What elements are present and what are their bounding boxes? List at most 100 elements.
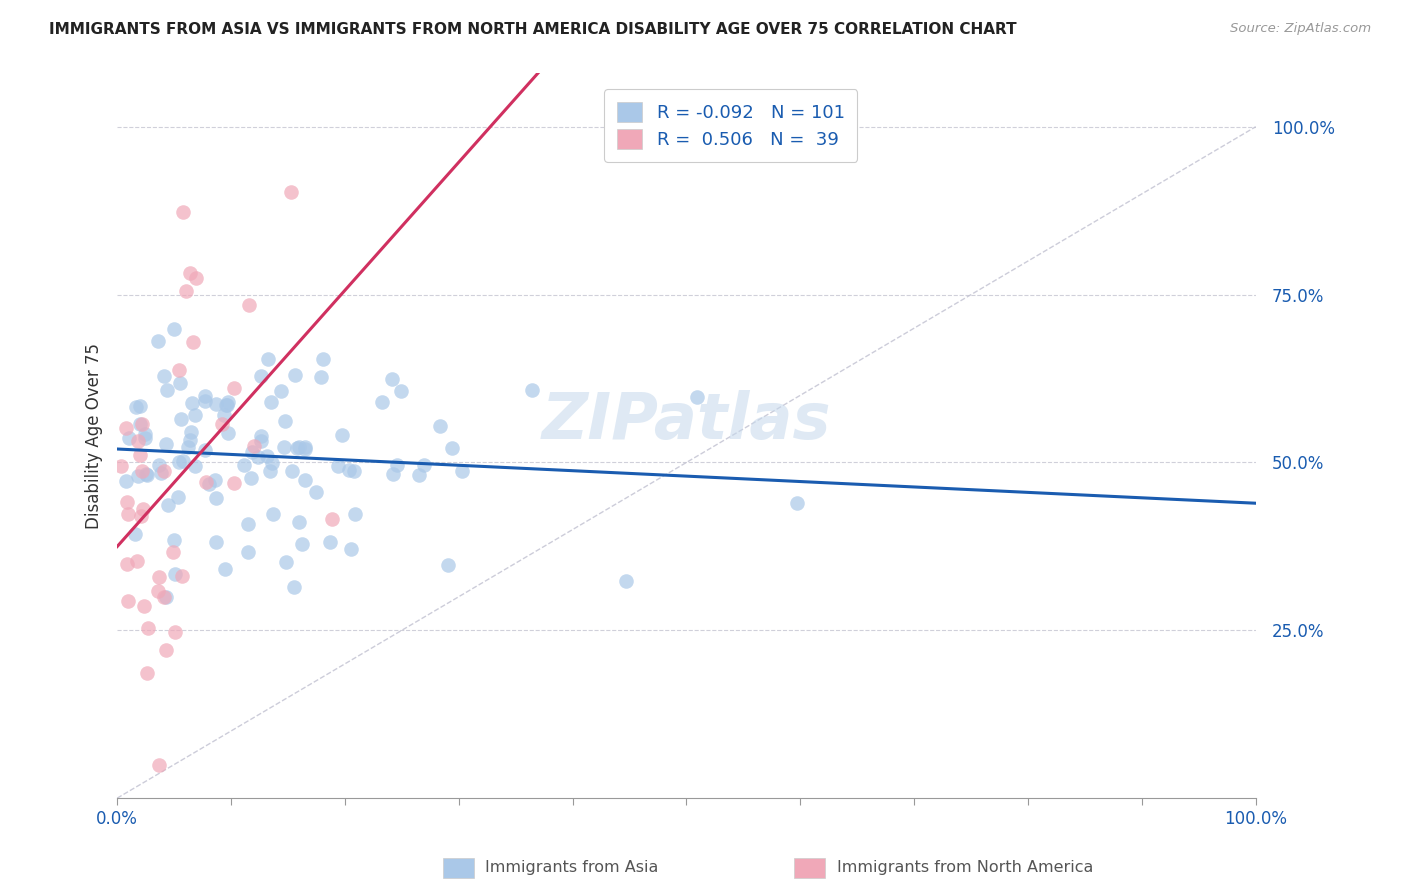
Point <box>280 185 302 199</box>
Point <box>167 454 190 468</box>
Point <box>343 508 366 522</box>
Point <box>155 591 177 605</box>
Point <box>162 545 184 559</box>
Point <box>131 464 153 478</box>
Point <box>243 439 266 453</box>
Point <box>205 535 228 549</box>
Point <box>284 368 307 383</box>
Point <box>332 428 354 442</box>
Point <box>129 448 152 462</box>
Point <box>371 395 394 409</box>
Point <box>294 442 316 457</box>
Point <box>520 384 543 398</box>
Point <box>205 397 228 411</box>
Point <box>285 441 308 455</box>
Point <box>309 370 332 384</box>
Point <box>391 384 413 398</box>
Point <box>135 467 157 482</box>
Point <box>614 574 637 589</box>
Point <box>136 666 159 681</box>
Point <box>115 474 138 488</box>
Point <box>134 427 156 442</box>
Point <box>117 431 139 445</box>
Point <box>129 400 152 414</box>
Point <box>318 535 340 549</box>
Point <box>127 554 149 568</box>
Text: Source: ZipAtlas.com: Source: ZipAtlas.com <box>1230 22 1371 36</box>
Point <box>215 398 238 412</box>
Point <box>262 507 284 521</box>
Point <box>179 266 201 280</box>
Point <box>148 458 170 472</box>
Point <box>686 390 709 404</box>
Point <box>125 400 148 414</box>
Point <box>155 437 177 451</box>
Point <box>274 414 297 428</box>
Point <box>172 454 194 468</box>
Point <box>180 425 202 439</box>
Point <box>413 458 436 473</box>
Point <box>194 442 217 457</box>
Point <box>440 441 463 455</box>
Point <box>232 458 254 473</box>
Point <box>177 441 200 455</box>
Point <box>194 394 217 409</box>
Point <box>436 558 458 572</box>
Point <box>217 425 239 440</box>
Point <box>240 445 263 459</box>
Point <box>124 527 146 541</box>
Point <box>172 205 194 219</box>
Point <box>222 381 245 395</box>
Point <box>256 449 278 463</box>
Text: ZIPatlas: ZIPatlas <box>541 390 831 452</box>
Point <box>217 395 239 409</box>
Point <box>260 395 283 409</box>
Point <box>305 485 328 500</box>
Point <box>326 458 349 473</box>
Point <box>153 590 176 604</box>
Text: Immigrants from North America: Immigrants from North America <box>837 861 1092 875</box>
Point <box>169 376 191 390</box>
Point <box>148 757 170 772</box>
Point <box>321 511 343 525</box>
Point <box>184 408 207 422</box>
Point <box>276 555 298 569</box>
Point <box>204 491 226 505</box>
Point <box>153 465 176 479</box>
Point <box>193 389 215 403</box>
Point <box>240 470 263 484</box>
Point <box>110 459 132 474</box>
Point <box>194 475 217 489</box>
Point <box>167 363 190 377</box>
Point <box>204 473 226 487</box>
Point <box>155 643 177 657</box>
Point <box>273 441 295 455</box>
Point <box>134 599 156 613</box>
Point <box>156 383 179 397</box>
Point <box>148 570 170 584</box>
Point <box>115 421 138 435</box>
Point <box>287 440 309 454</box>
Point <box>222 475 245 490</box>
Point <box>134 431 156 445</box>
Point <box>162 322 184 336</box>
Point <box>451 464 474 478</box>
Point <box>129 508 152 523</box>
Point <box>238 298 260 312</box>
Point <box>294 440 316 454</box>
Point <box>281 464 304 478</box>
Point <box>236 516 259 531</box>
Point <box>381 372 404 386</box>
Point <box>117 593 139 607</box>
Point <box>246 450 269 464</box>
Point <box>197 477 219 491</box>
Point <box>214 562 236 576</box>
Point <box>127 469 149 483</box>
Point <box>174 284 197 298</box>
Point <box>256 352 278 367</box>
Point <box>291 537 314 551</box>
Point <box>153 368 176 383</box>
Point <box>179 433 201 447</box>
Point <box>131 417 153 432</box>
Point <box>146 334 169 348</box>
